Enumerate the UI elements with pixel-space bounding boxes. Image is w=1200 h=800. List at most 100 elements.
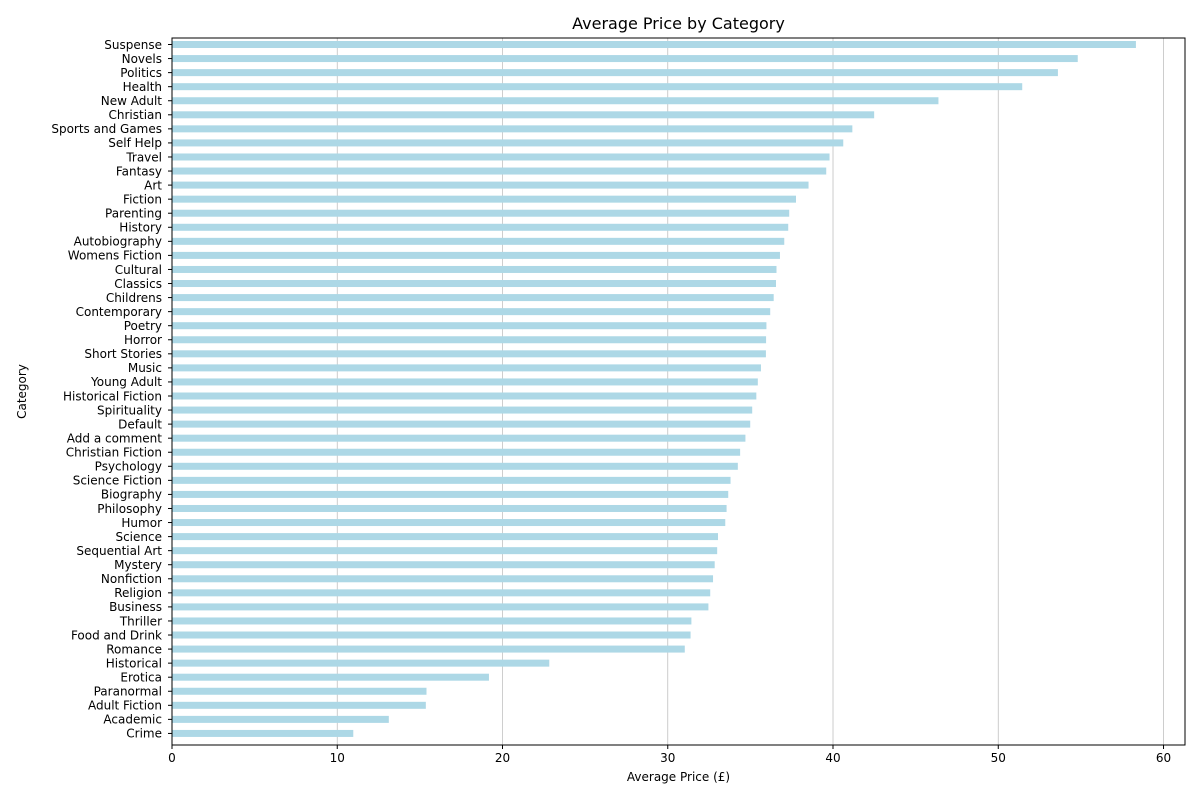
bar	[172, 659, 550, 667]
y-tick-label: Add a comment	[67, 431, 163, 445]
bar	[172, 223, 789, 231]
x-tick-label: 30	[660, 751, 675, 765]
y-tick-label: Spirituality	[97, 403, 162, 417]
y-tick-label: Sequential Art	[76, 544, 162, 558]
bar	[172, 83, 1023, 91]
bar	[172, 153, 830, 161]
bar	[172, 378, 758, 386]
y-tick-label: Poetry	[124, 319, 162, 333]
bar	[172, 687, 427, 695]
x-tick-label: 20	[495, 751, 510, 765]
y-tick-label: Politics	[120, 66, 162, 80]
bar	[172, 336, 767, 344]
y-tick-label: Erotica	[120, 671, 162, 685]
y-tick-label: Autobiography	[74, 235, 162, 249]
bar	[172, 350, 766, 358]
y-tick-label: Fantasy	[116, 164, 162, 178]
bar	[172, 519, 726, 527]
x-tick-label: 0	[168, 751, 176, 765]
y-tick-label: Young Adult	[90, 375, 162, 389]
y-tick-label: Historical	[106, 656, 162, 670]
bar	[172, 533, 718, 541]
y-tick-label: Historical Fiction	[63, 389, 162, 403]
bar	[172, 251, 780, 259]
bar	[172, 490, 729, 498]
bar	[172, 181, 809, 189]
y-tick-label: Childrens	[106, 291, 162, 305]
bar	[172, 715, 389, 723]
y-axis-title: Category	[15, 364, 29, 419]
x-tick-label: 60	[1156, 751, 1171, 765]
y-tick-label: Psychology	[95, 460, 162, 474]
bar	[172, 434, 746, 442]
y-tick-label: Philosophy	[97, 502, 162, 516]
x-axis-title: Average Price (£)	[627, 770, 730, 784]
bar	[172, 294, 774, 302]
bar	[172, 280, 776, 288]
y-tick-label: Academic	[103, 713, 162, 727]
bar	[172, 237, 785, 245]
y-tick-label: Religion	[114, 586, 162, 600]
y-tick-label: Short Stories	[84, 347, 162, 361]
bar	[172, 55, 1078, 63]
bar	[172, 392, 757, 400]
bar	[172, 209, 790, 217]
x-tick-label: 40	[825, 751, 840, 765]
bar	[172, 561, 715, 569]
bar	[172, 69, 1058, 77]
y-tick-label: Womens Fiction	[68, 249, 162, 263]
bar	[172, 139, 844, 147]
y-tick-label: Default	[118, 417, 162, 431]
bar	[172, 41, 1136, 48]
bar	[172, 195, 796, 203]
bar	[172, 406, 753, 414]
y-tick-label: Fiction	[123, 192, 162, 206]
bar	[172, 645, 685, 653]
bar	[172, 420, 751, 428]
bar	[172, 701, 426, 709]
y-tick-label: Parenting	[105, 207, 162, 221]
bar	[172, 125, 853, 133]
y-tick-label: Business	[109, 600, 162, 614]
y-tick-label: Christian Fiction	[66, 446, 162, 460]
y-tick-label: Christian	[108, 108, 162, 122]
y-tick-label: Science	[115, 530, 162, 544]
y-tick-label: Crime	[126, 727, 162, 741]
y-tick-label: Sports and Games	[51, 122, 162, 136]
y-tick-label: Travel	[125, 150, 162, 164]
y-tick-label: Suspense	[104, 38, 162, 52]
bars	[172, 41, 1136, 737]
y-tick-label: Food and Drink	[71, 628, 162, 642]
bar	[172, 308, 771, 316]
y-tick-label: Biography	[101, 488, 162, 502]
y-tick-label: Paranormal	[94, 685, 162, 699]
bar	[172, 448, 741, 456]
bar	[172, 589, 711, 597]
x-tick-label: 50	[991, 751, 1006, 765]
bar	[172, 265, 777, 273]
y-tick-label: Horror	[124, 333, 162, 347]
bar	[172, 167, 827, 175]
y-tick-label: Cultural	[115, 263, 162, 277]
bar	[172, 617, 692, 625]
bar	[172, 631, 691, 639]
y-tick-label: Thriller	[119, 614, 162, 628]
bar	[172, 575, 714, 583]
y-tick-label: Music	[128, 361, 162, 375]
y-tick-label: Science Fiction	[73, 474, 162, 488]
bar	[172, 504, 727, 512]
y-tick-label: History	[119, 221, 162, 235]
y-tick-label: Romance	[106, 642, 162, 656]
y-tick-label: Humor	[121, 516, 162, 530]
y-tick-label: Art	[144, 178, 162, 192]
y-tick-label: Novels	[122, 52, 162, 66]
bar	[172, 111, 875, 119]
bar	[172, 603, 709, 611]
y-tick-label: New Adult	[101, 94, 163, 108]
y-tick-label: Mystery	[114, 558, 162, 572]
y-tick-label: Contemporary	[76, 305, 162, 319]
y-tick-label: Adult Fiction	[88, 699, 162, 713]
bar	[172, 673, 489, 681]
